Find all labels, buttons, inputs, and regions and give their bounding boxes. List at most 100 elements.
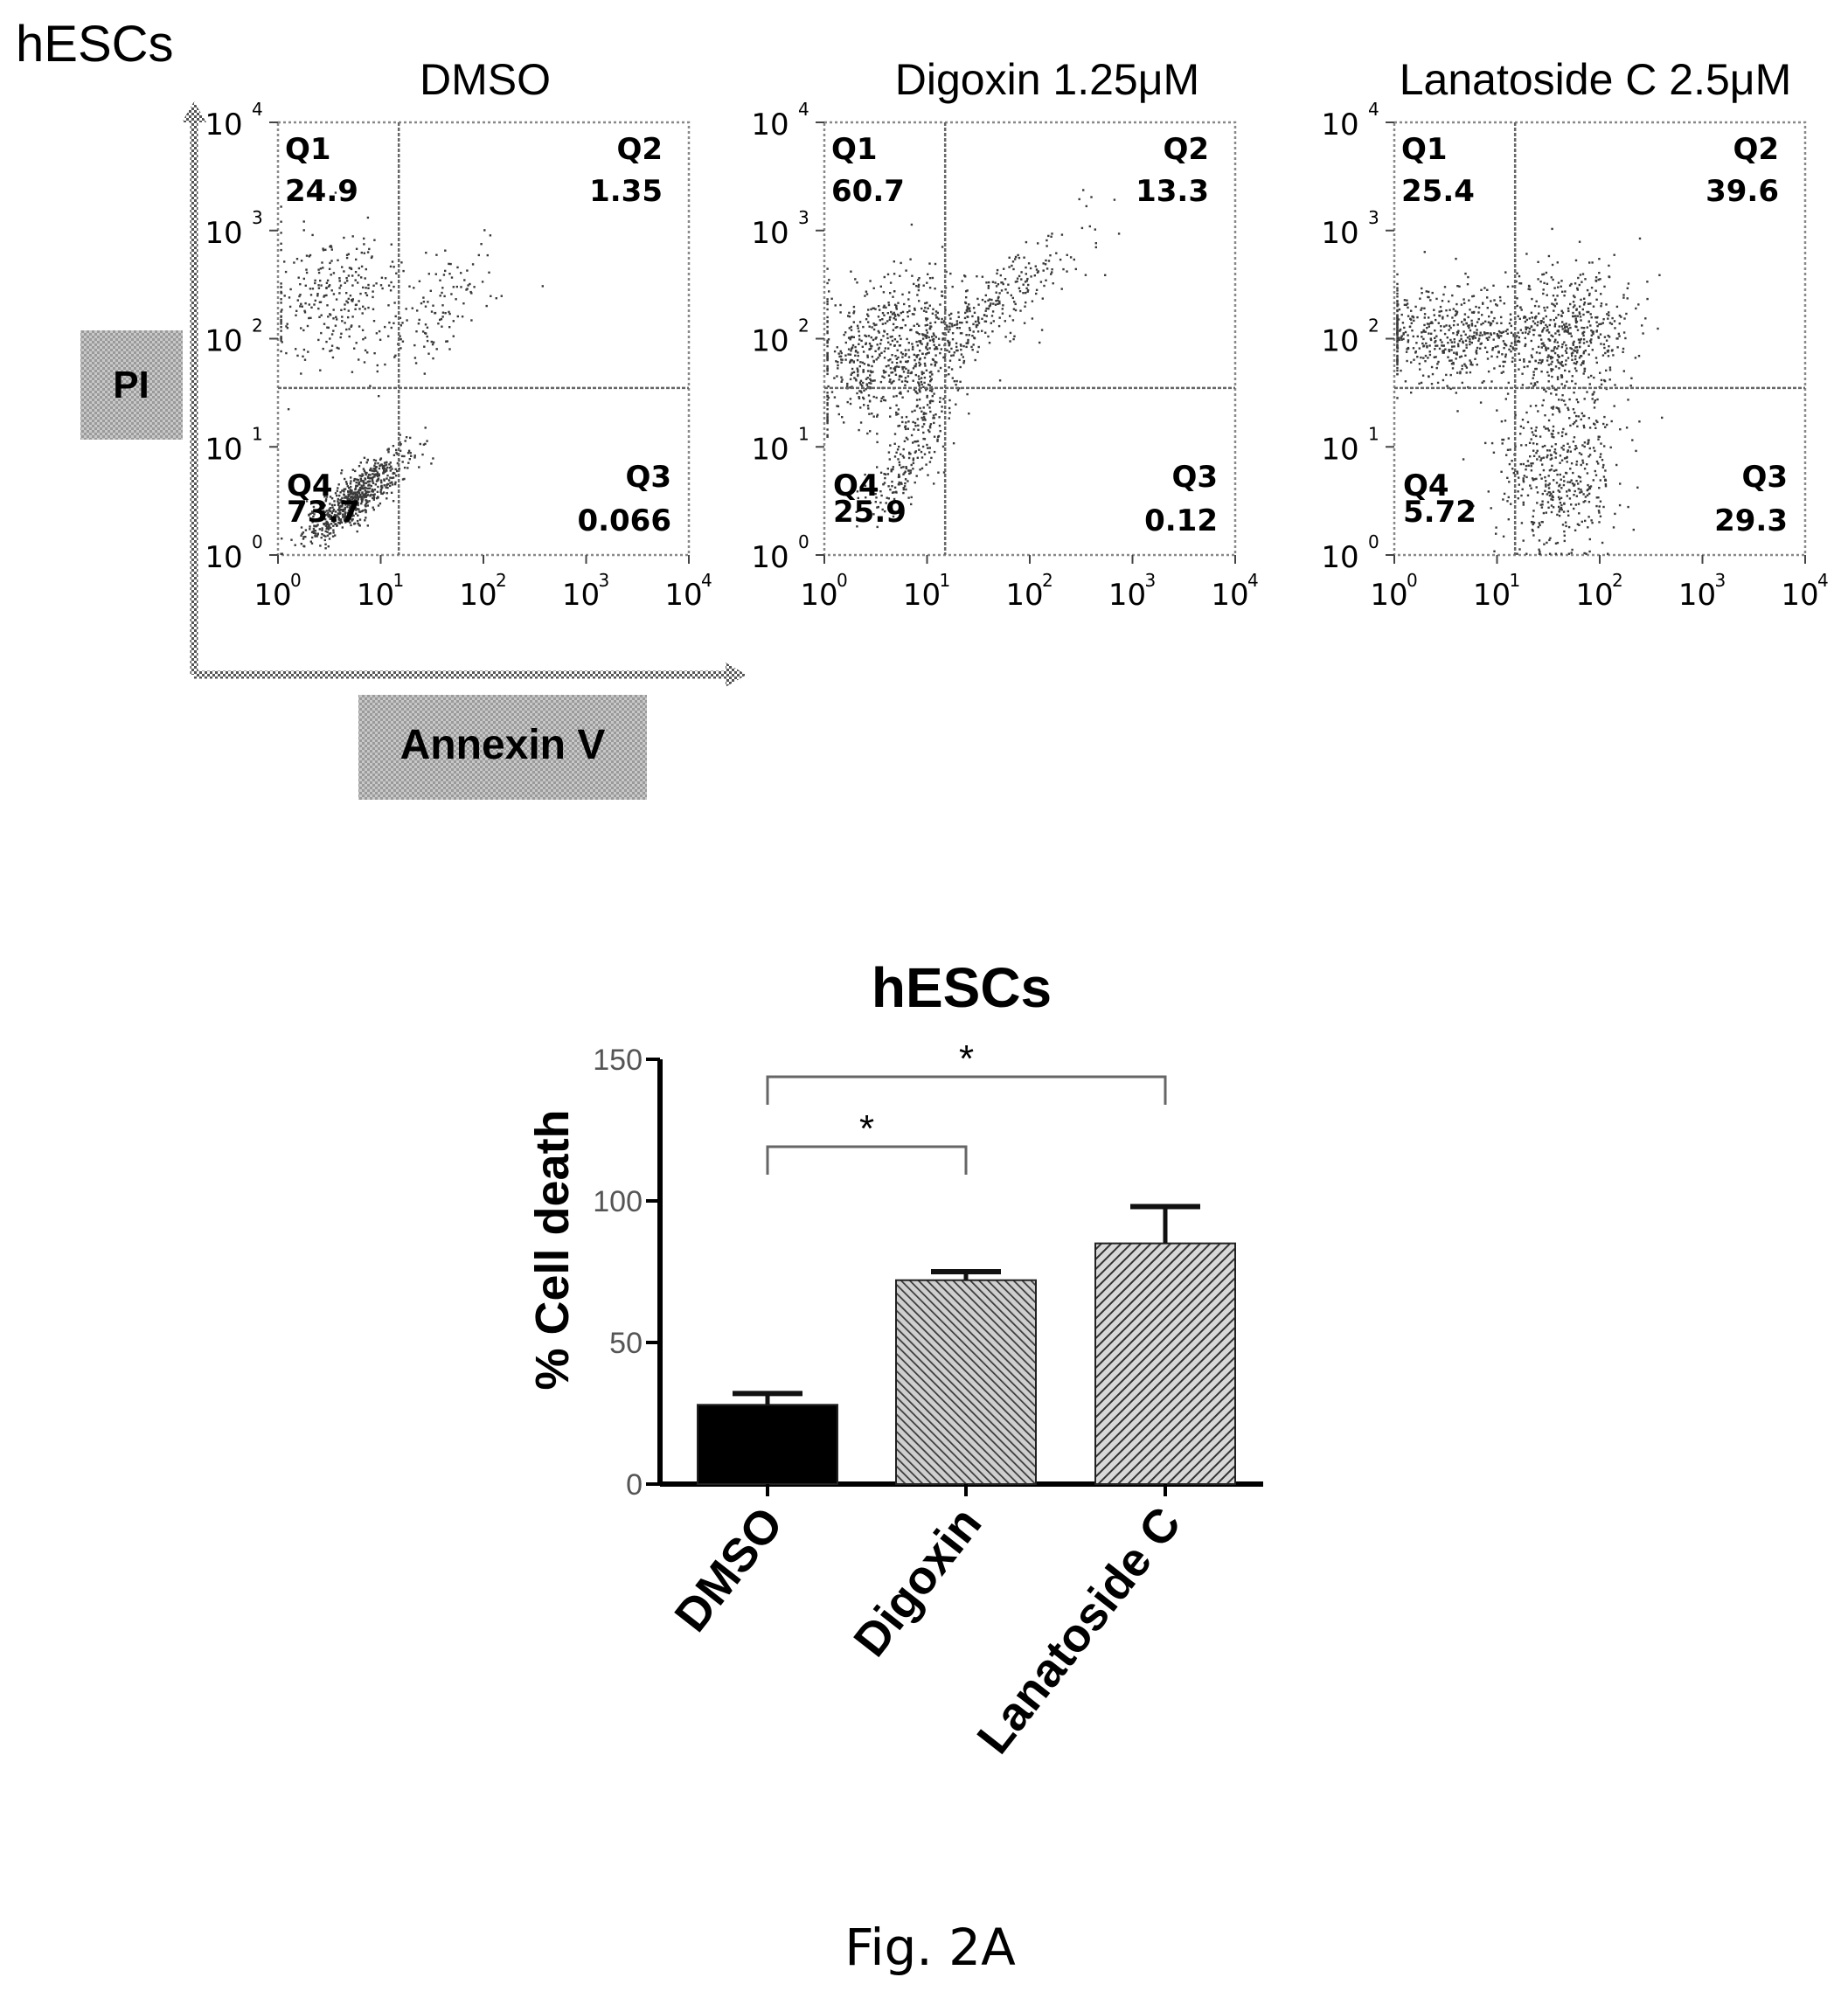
event-point: [372, 459, 376, 461]
event-point: [846, 385, 849, 387]
event-point: [903, 440, 907, 442]
event-point: [1523, 365, 1525, 369]
event-point: [430, 310, 434, 313]
event-point: [344, 517, 347, 520]
event-point: [879, 471, 883, 474]
event-point: [1504, 355, 1507, 358]
event-point: [1406, 359, 1408, 363]
quadrant-name-q3: Q3: [1741, 460, 1788, 495]
event-point: [347, 490, 350, 494]
event-point: [310, 542, 314, 545]
event-point: [1520, 444, 1523, 447]
event-point: [1498, 364, 1501, 368]
event-point: [469, 282, 471, 286]
y-tick-label: 10: [1321, 108, 1358, 142]
event-point: [867, 407, 870, 410]
event-point: [421, 453, 424, 456]
event-point: [418, 280, 421, 282]
event-point: [1587, 501, 1591, 503]
event-point: [1606, 313, 1608, 316]
event-point: [418, 318, 420, 322]
event-point: [885, 306, 887, 309]
event-point: [358, 491, 361, 495]
event-point: [913, 282, 915, 286]
event-point: [1552, 413, 1554, 416]
event-point: [973, 336, 976, 339]
event-point: [441, 325, 443, 328]
event-point: [901, 318, 905, 322]
quadrant-value-q2: 1.35: [589, 174, 663, 209]
event-point: [850, 270, 852, 273]
event-point: [1490, 507, 1492, 510]
event-point: [889, 406, 892, 410]
event-point: [939, 430, 941, 433]
event-point: [866, 432, 869, 435]
event-point: [890, 470, 893, 473]
event-point: [337, 517, 340, 519]
event-point: [1564, 363, 1567, 366]
event-point: [1421, 331, 1423, 334]
event-point: [897, 408, 900, 411]
event-point: [1579, 316, 1582, 318]
event-point: [1428, 375, 1430, 378]
event-point: [890, 310, 893, 314]
event-point: [1568, 398, 1571, 401]
event-point: [1536, 324, 1539, 327]
event-point: [358, 524, 361, 526]
event-point: [983, 314, 986, 316]
event-point: [1615, 305, 1619, 309]
event-point: [1452, 308, 1455, 310]
event-point: [907, 315, 909, 318]
event-point: [1569, 424, 1572, 427]
event-point: [1475, 349, 1478, 352]
event-point: [372, 496, 375, 500]
event-point: [911, 343, 914, 345]
event-point: [357, 494, 359, 497]
event-point: [1535, 315, 1538, 318]
event-point: [448, 262, 450, 266]
event-point: [872, 415, 875, 418]
event-point: [1528, 327, 1532, 330]
event-point: [933, 334, 935, 336]
y-tick-label: 10: [751, 432, 789, 467]
event-point: [1433, 309, 1435, 311]
event-point: [1532, 530, 1534, 532]
event-point: [1572, 301, 1575, 303]
event-point: [877, 330, 879, 333]
event-point: [1476, 352, 1478, 355]
event-point: [375, 282, 378, 285]
event-point: [1580, 319, 1582, 322]
event-point: [1570, 503, 1573, 506]
event-point: [875, 489, 879, 492]
event-point: [466, 288, 469, 290]
event-point: [1518, 274, 1521, 278]
event-point: [923, 376, 927, 379]
x-tick-exponent: 2: [1612, 570, 1623, 591]
event-point: [1421, 292, 1423, 295]
event-point: [1603, 415, 1606, 419]
event-point: [898, 378, 900, 381]
event-point: [426, 339, 429, 343]
event-point: [1552, 406, 1555, 408]
event-point: [323, 496, 326, 498]
event-point: [877, 357, 879, 359]
event-point: [929, 410, 932, 413]
event-point: [377, 461, 379, 465]
x-tick-exponent: 4: [1247, 570, 1259, 591]
event-point: [1618, 503, 1622, 507]
event-point: [937, 337, 941, 340]
event-point: [448, 310, 450, 314]
event-point: [1574, 483, 1576, 486]
event-point: [1581, 444, 1584, 447]
event-point: [915, 356, 918, 358]
event-point: [875, 496, 878, 499]
event-point: [344, 322, 346, 324]
event-point: [928, 287, 932, 289]
event-point: [847, 315, 850, 317]
event-point: [312, 527, 316, 531]
event-point: [1554, 456, 1557, 459]
event-point: [911, 410, 914, 413]
event-point: [1580, 453, 1583, 456]
event-point: [365, 482, 368, 484]
event-point: [962, 359, 966, 363]
